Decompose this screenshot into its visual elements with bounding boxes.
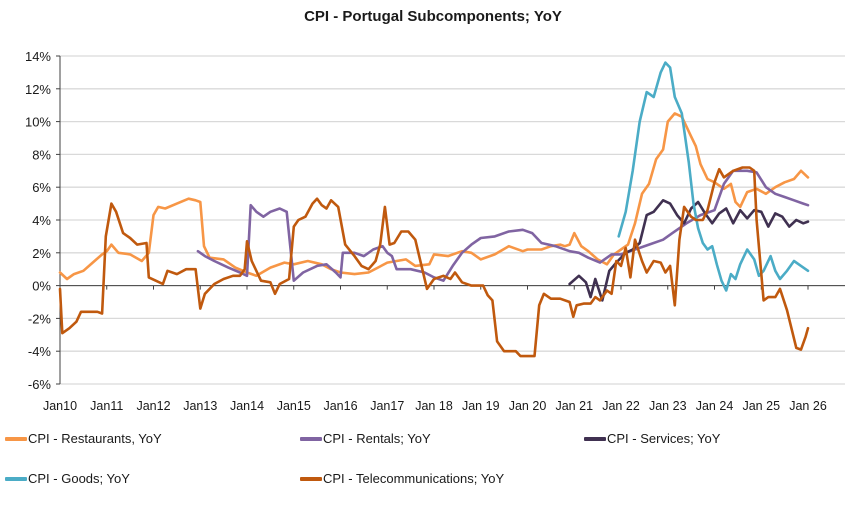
series-line-telecom xyxy=(58,166,810,358)
x-tick-label: Jan 18 xyxy=(415,399,453,413)
plot-area: 14%12%10%8%6%4%2%0%-2%-4%-6% Jan10 Jan11 J… xyxy=(25,49,845,413)
x-tick-label: Jan 21 xyxy=(555,399,593,413)
series-line-restaurants xyxy=(58,112,810,281)
series-lines xyxy=(58,61,810,358)
y-tick-label: 4% xyxy=(32,213,51,228)
gridlines xyxy=(60,55,845,385)
series-line-goods xyxy=(617,61,810,292)
y-tick-label: 10% xyxy=(25,115,51,130)
x-tick-label: Jan 19 xyxy=(462,399,500,413)
x-tick-label: Jan 20 xyxy=(509,399,547,413)
y-tick-label: 2% xyxy=(32,246,51,261)
x-tick-label: Jan10 xyxy=(43,399,77,413)
x-axis-ticks: Jan10 Jan11 Jan12 Jan13 Jan14 Jan15 Jan16 Jan17… xyxy=(43,285,827,413)
y-tick-label: -4% xyxy=(28,344,52,359)
legend-label-services: CPI - Services; YoY xyxy=(607,431,721,446)
series-line-rentals xyxy=(196,169,810,282)
x-tick-label: Jan11 xyxy=(90,399,123,413)
x-tick-label: Jan13 xyxy=(183,399,217,413)
x-tick-label: Jan 24 xyxy=(696,399,734,413)
legend-label-rentals: CPI - Rentals; YoY xyxy=(323,431,431,446)
legend: CPI - Restaurants, YoY CPI - Rentals; Yo… xyxy=(0,425,866,505)
y-tick-label: -2% xyxy=(28,311,52,326)
legend-label-restaurants: CPI - Restaurants, YoY xyxy=(28,431,162,446)
x-tick-label: Jan16 xyxy=(323,399,357,413)
legend-swatch-services xyxy=(584,436,606,441)
legend-swatch-telecom xyxy=(300,476,322,481)
y-tick-label: 0% xyxy=(32,279,51,294)
legend-item-restaurants: CPI - Restaurants, YoY xyxy=(5,431,162,446)
legend-swatch-goods xyxy=(5,476,27,481)
legend-label-goods: CPI - Goods; YoY xyxy=(28,471,130,486)
legend-item-telecom: CPI - Telecommunications; YoY xyxy=(300,471,504,486)
x-tick-label: Jan 23 xyxy=(649,399,687,413)
y-axis-ticks: 14% 12% 10% 8% 6% 4% 2% 0% -2% -4% -6% xyxy=(25,49,60,392)
y-tick-label: 8% xyxy=(32,147,51,162)
legend-swatch-rentals xyxy=(300,436,322,441)
series-line-services xyxy=(568,199,810,302)
y-tick-label: 6% xyxy=(32,180,51,195)
legend-item-rentals: CPI - Rentals; YoY xyxy=(300,431,431,446)
legend-item-goods: CPI - Goods; YoY xyxy=(5,471,130,486)
x-tick-label: Jan 26 xyxy=(789,399,827,413)
x-tick-label: Jan14 xyxy=(230,399,264,413)
x-tick-label: Jan17 xyxy=(370,399,404,413)
x-tick-label: Jan 25 xyxy=(742,399,780,413)
y-tick-label: 12% xyxy=(25,82,51,97)
y-tick-label: -6% xyxy=(28,377,52,392)
y-tick-label: 14% xyxy=(25,49,51,64)
legend-label-telecom: CPI - Telecommunications; YoY xyxy=(323,471,505,486)
x-tick-label: Jan15 xyxy=(277,399,311,413)
x-tick-label: Jan12 xyxy=(136,399,170,413)
chart-title: CPI - Portugal Subcomponents; YoY xyxy=(304,8,562,25)
x-tick-label: Jan 22 xyxy=(602,399,640,413)
legend-item-services: CPI - Services; YoY xyxy=(584,431,720,446)
legend-swatch-restaurants xyxy=(5,436,27,441)
